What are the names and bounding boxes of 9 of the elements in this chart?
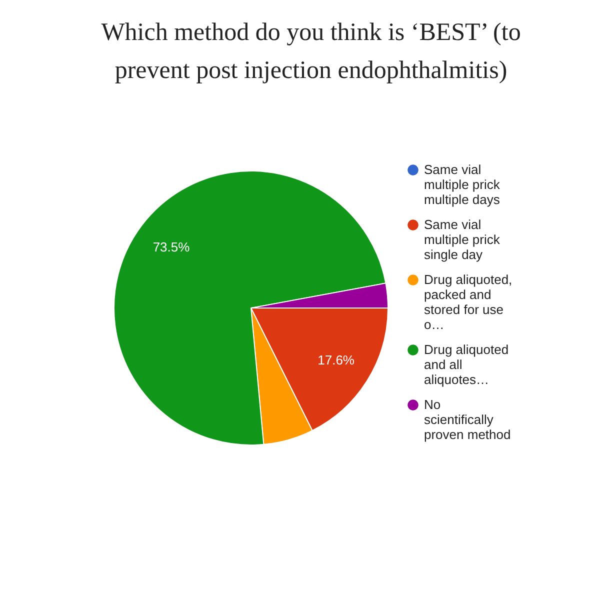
legend-label: Same vial multiple prick multiple days [424,162,500,207]
legend-label: Same vial multiple prick single day [424,217,500,262]
legend-label: No scientifically proven method [424,397,511,442]
data-label: 17.6% [318,352,355,368]
chart-title: Which method do you think is ‘BEST’ (to prevent post injection endophthalmitis) [101,19,521,84]
legend-label: Drug aliquoted, packed and stored for use o… [424,272,512,332]
pie-slice [114,170,386,446]
legend-label: Drug aliquoted and all aliquotes… [424,342,509,387]
data-label: 73.5% [152,240,190,255]
